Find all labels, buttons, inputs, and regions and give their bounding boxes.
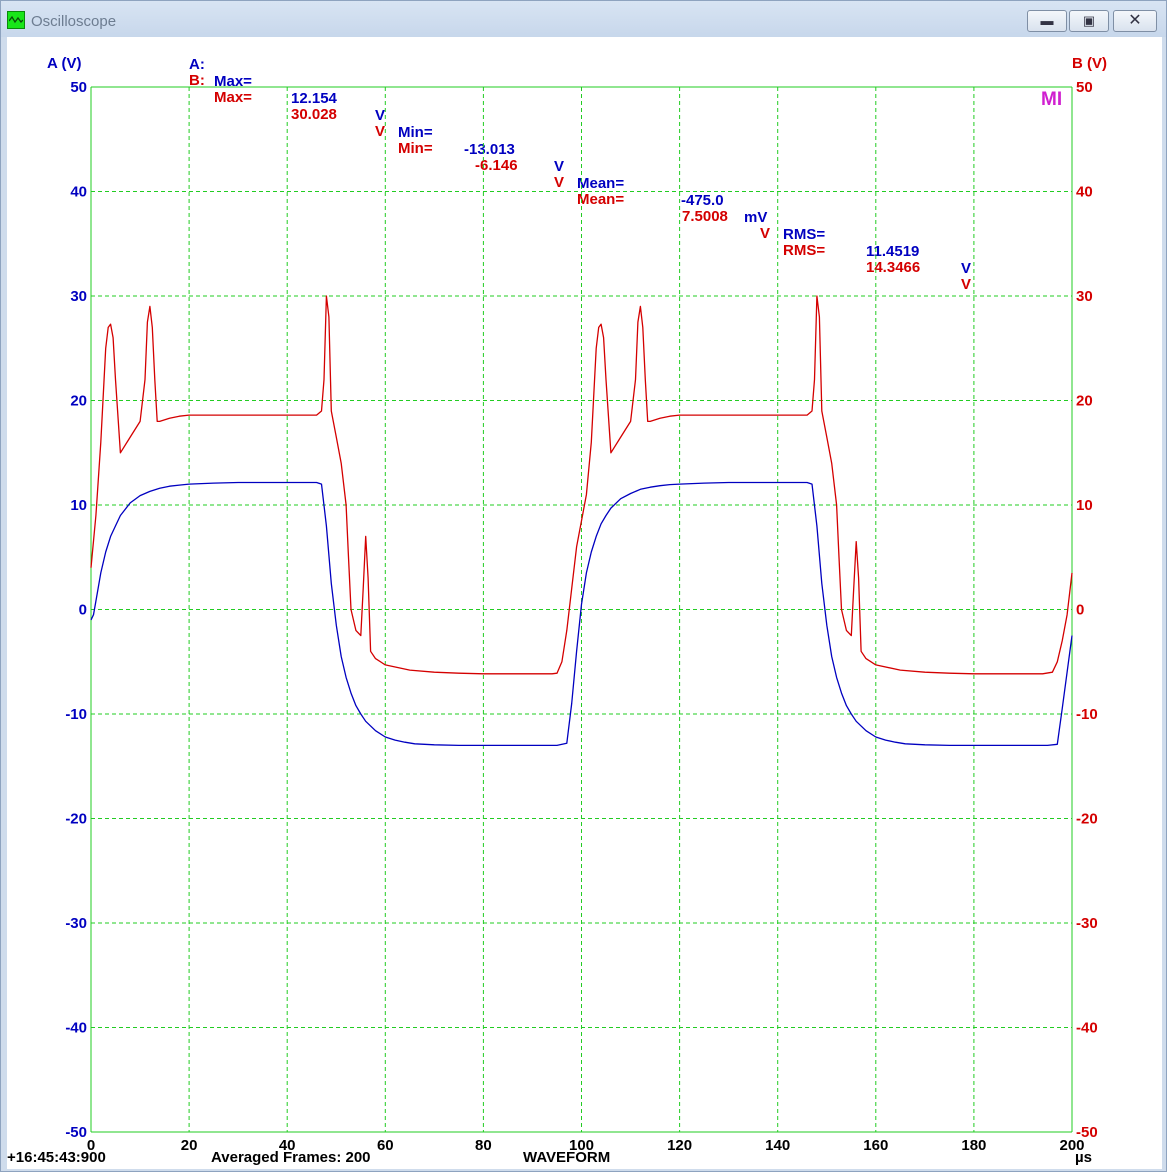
channel-a-max-value: 12.154 <box>291 90 337 107</box>
channel-a-mean-unit: mV <box>744 209 768 226</box>
left-y-tick-label: 40 <box>70 184 87 201</box>
maximize-button[interactable]: ▣ <box>1069 10 1109 32</box>
x-tick-label: 40 <box>279 1137 296 1154</box>
scope-display: A: Max= 12.154 V Min= -13.013 V Mean= -4… <box>7 37 1162 1169</box>
x-tick-label: 0 <box>87 1137 95 1154</box>
x-tick-label: 20 <box>181 1137 198 1154</box>
right-y-tick-label: 50 <box>1076 79 1093 96</box>
left-y-tick-label: 50 <box>70 79 87 96</box>
left-y-tick-label: -40 <box>65 1020 87 1037</box>
channel-b-label: B: <box>189 72 205 89</box>
right-y-tick-label: -30 <box>1076 915 1098 932</box>
right-y-tick-label: -10 <box>1076 706 1098 723</box>
channel-a-max-unit: V <box>375 107 386 124</box>
right-y-tick-label: 20 <box>1076 393 1093 410</box>
right-y-tick-label: 0 <box>1076 602 1084 619</box>
left-y-tick-label: 30 <box>70 288 87 305</box>
right-y-tick-label: -40 <box>1076 1020 1098 1037</box>
left-y-tick-label: -10 <box>65 706 87 723</box>
x-tick-label: 100 <box>569 1137 594 1154</box>
channel-a-min-value: -13.013 <box>464 141 515 158</box>
maximize-icon: ▣ <box>1082 13 1096 28</box>
minimize-button[interactable]: ▬ <box>1027 10 1067 32</box>
averaged-frames: Averaged Frames: 200 <box>211 1149 371 1166</box>
right-y-tick-label: 40 <box>1076 184 1093 201</box>
channel-b-min-label: Min= <box>398 140 433 157</box>
close-button[interactable]: ✕ <box>1113 10 1157 32</box>
series-b-line <box>90 295 1073 675</box>
channel-b-min-value: -6.146 <box>475 157 518 174</box>
left-y-tick-label: -30 <box>65 915 87 932</box>
channel-b-max-label: Max= <box>214 89 252 106</box>
channel-b-stats: B: Max= 30.028 V Min= -6.146 V Mean= 7.5… <box>7 55 1162 293</box>
x-tick-label: 160 <box>863 1137 888 1154</box>
x-tick-label: 120 <box>667 1137 692 1154</box>
channel-b-mean-label: Mean= <box>577 191 625 208</box>
channel-a-label: A: <box>189 56 205 73</box>
channel-b-min-unit: V <box>554 174 565 191</box>
right-y-tick-label: 30 <box>1076 288 1093 305</box>
x-tick-label: 60 <box>377 1137 394 1154</box>
right-axis-title: B (V) <box>1072 55 1107 72</box>
left-axis-title: A (V) <box>47 55 82 72</box>
channel-a-rms-unit: V <box>961 260 972 277</box>
measurement-indicator: MI <box>1041 89 1063 110</box>
right-y-tick-label: -20 <box>1076 811 1098 828</box>
left-y-tick-label: 10 <box>70 497 87 514</box>
channel-b-mean-value: 7.5008 <box>682 208 728 225</box>
channel-a-rms-value: 11.4519 <box>866 243 920 260</box>
x-axis-unit: µs <box>1075 1149 1092 1166</box>
x-tick-label: 180 <box>961 1137 986 1154</box>
channel-b-max-value: 30.028 <box>291 106 337 123</box>
x-tick-label: 200 <box>1059 1137 1084 1154</box>
title-bar[interactable]: Oscilloscope ▬ ▣ ✕ <box>1 1 1166 37</box>
channel-b-rms-unit: V <box>961 276 972 293</box>
channel-a-max-label: Max= <box>214 73 252 90</box>
channel-a-rms-label: RMS= <box>783 226 826 243</box>
channel-b-rms-value: 14.3466 <box>866 259 921 276</box>
right-y-tick-label: -50 <box>1076 1124 1098 1141</box>
series-a-line <box>90 481 1073 747</box>
left-y-tick-label: 20 <box>70 393 87 410</box>
display-mode: WAVEFORM <box>523 1149 611 1166</box>
channel-a-min-unit: V <box>554 158 565 175</box>
waveform-plot: -50 -50 -40 -40 -30 -30 -20 -20 -10 -10 0 0 10 10 20 20… <box>65 79 1098 1154</box>
left-y-tick-label: -20 <box>65 811 87 828</box>
channel-b-rms-label: RMS= <box>783 242 826 259</box>
channel-a-mean-label: Mean= <box>577 175 625 192</box>
channel-a-mean-value: -475.0 <box>681 192 724 209</box>
x-tick-label: 80 <box>475 1137 492 1154</box>
minimize-icon: ▬ <box>1040 13 1054 28</box>
right-y-tick-label: 10 <box>1076 497 1093 514</box>
left-y-tick-label: -50 <box>65 1124 87 1141</box>
channel-b-mean-unit: V <box>760 225 771 242</box>
x-tick-label: 140 <box>765 1137 790 1154</box>
oscilloscope-app-icon <box>7 11 25 29</box>
close-icon: ✕ <box>1128 12 1142 29</box>
timestamp: +16:45:43:900 <box>7 1149 106 1166</box>
left-y-tick-label: 0 <box>79 602 87 619</box>
channel-a-stats: A: Max= 12.154 V Min= -13.013 V Mean= -4… <box>7 39 1162 277</box>
channel-b-max-unit: V <box>375 123 386 140</box>
channel-a-min-label: Min= <box>398 124 433 141</box>
window-title: Oscilloscope <box>31 13 117 30</box>
